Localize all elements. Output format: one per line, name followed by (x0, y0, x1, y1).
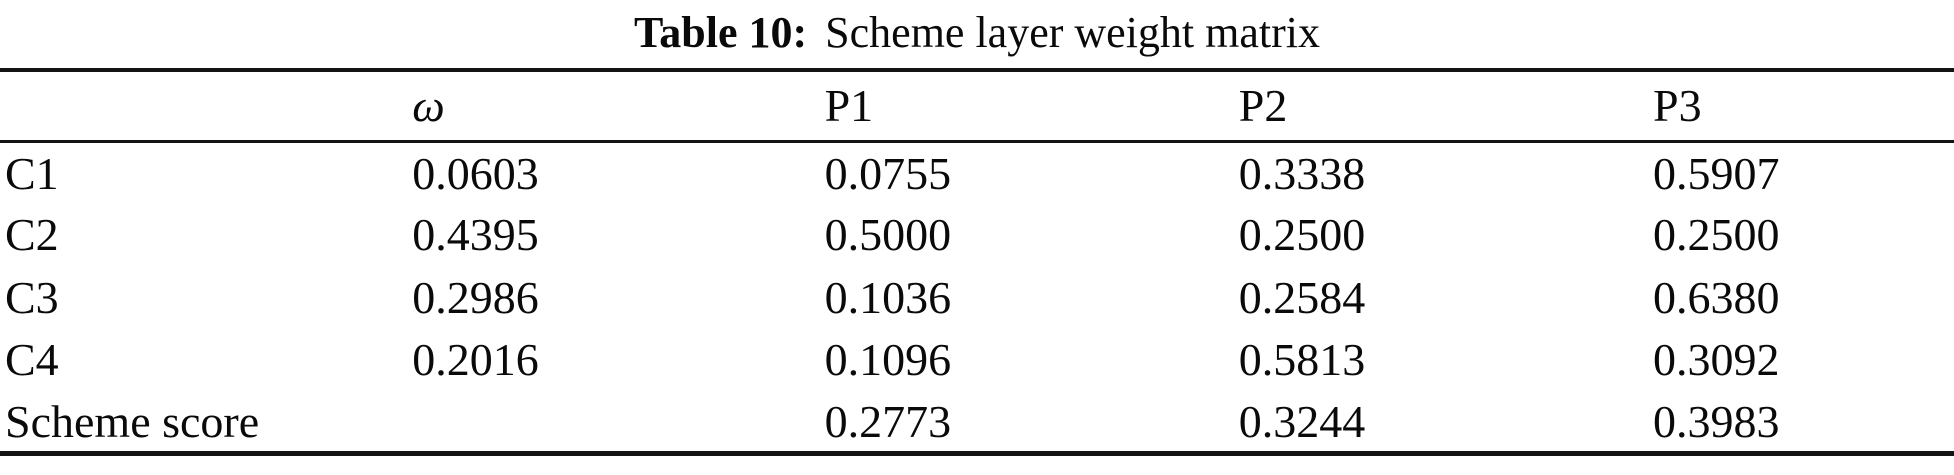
table-row: C2 0.4395 0.5000 0.2500 0.2500 (0, 204, 1954, 267)
cell-p3: 0.2500 (1653, 209, 1780, 261)
header-cell-p1: P1 (824, 80, 874, 132)
cell-p2: 0.2584 (1238, 271, 1366, 323)
cell-omega (412, 391, 824, 454)
cell-p1: 0.2773 (824, 395, 952, 447)
cell-p1: 0.5000 (824, 209, 952, 261)
cell-p3: 0.5907 (1653, 147, 1780, 199)
cell-p2: 0.3244 (1238, 395, 1366, 447)
table-caption: Table 10: Scheme layer weight matrix (0, 0, 1954, 68)
cell-omega: 0.2986 (412, 271, 539, 323)
header-row: ω P1 P2 P3 (0, 70, 1954, 141)
header-cell-p2: P2 (1238, 80, 1288, 132)
cell-omega: 0.0603 (412, 147, 539, 199)
cell-p3: 0.3092 (1653, 334, 1780, 386)
table-caption-text: Scheme layer weight matrix (825, 8, 1320, 57)
row-label: C2 (5, 209, 59, 261)
cell-p2: 0.5813 (1238, 334, 1366, 386)
table-row: C4 0.2016 0.1096 0.5813 0.3092 (0, 329, 1954, 392)
cell-p1: 0.1036 (824, 271, 952, 323)
cell-p2: 0.2500 (1238, 209, 1366, 261)
row-label: C4 (5, 334, 59, 386)
cell-p3: 0.3983 (1653, 395, 1780, 447)
cell-omega: 0.2016 (412, 334, 539, 386)
header-cell-omega: ω (412, 80, 445, 132)
table-caption-label: Table 10: (633, 8, 808, 57)
header-cell-p3: P3 (1653, 80, 1702, 132)
cell-p2: 0.3338 (1238, 147, 1366, 199)
cell-omega: 0.4395 (412, 209, 539, 261)
row-label: Scheme score (5, 395, 260, 447)
table-row: C3 0.2986 0.1036 0.2584 0.6380 (0, 266, 1954, 329)
header-cell-empty (0, 70, 412, 141)
cell-p1: 0.1096 (824, 334, 952, 386)
cell-p3: 0.6380 (1653, 271, 1780, 323)
row-label: C1 (5, 147, 59, 199)
cell-p1: 0.0755 (824, 147, 952, 199)
table-row-scheme-score: Scheme score 0.2773 0.3244 0.3983 (0, 391, 1954, 454)
table-row: C1 0.0603 0.0755 0.3338 0.5907 (0, 141, 1954, 204)
scheme-weight-matrix-table: ω P1 P2 P3 C1 0.0603 0.0755 0.3338 0.590… (0, 68, 1954, 456)
row-label: C3 (5, 271, 59, 323)
